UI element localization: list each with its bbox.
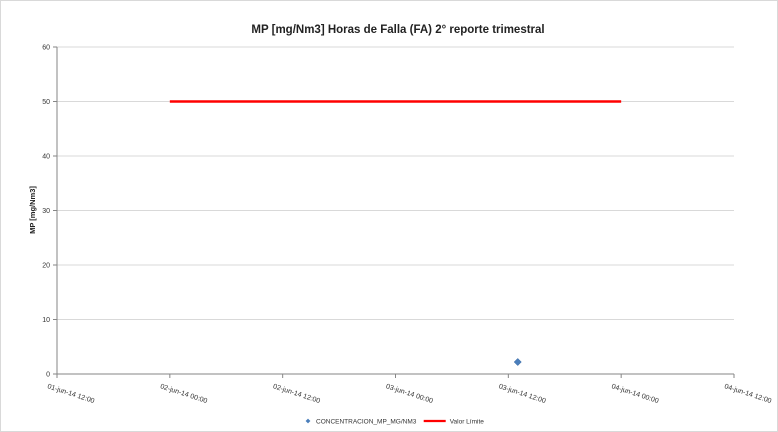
y-tick-label: 60 [42, 45, 50, 52]
data-point [513, 358, 522, 366]
y-tick-labels: 0 10 20 30 40 50 60 [42, 45, 50, 379]
y-tick-label: 20 [42, 263, 50, 270]
legend-label: Valor Límite [450, 419, 485, 426]
x-tick-label: 02-jun-14 12:00 [272, 383, 321, 405]
x-tick-label: 01-jun-14 12:00 [46, 383, 95, 405]
x-tick-label: 02-jun-14 00:00 [159, 383, 208, 405]
y-tick-label: 50 [42, 99, 50, 106]
gridlines [57, 46, 734, 320]
series [169, 100, 622, 366]
legend: CONCENTRACION_MP_MG/NM3 Valor Límite [305, 418, 485, 426]
x-tick-label: 04-jun-14 12:00 [723, 383, 772, 405]
y-tick-label: 0 [46, 372, 50, 379]
y-tick-label: 30 [42, 208, 50, 215]
axes [53, 46, 735, 378]
x-tick-label: 03-jun-14 00:00 [385, 383, 434, 405]
y-axis-label: MP [mg/Nm3] [28, 186, 37, 234]
chart-title: MP [mg/Nm3] Horas de Falla (FA) 2° repor… [251, 24, 544, 36]
y-tick-label: 40 [42, 154, 50, 161]
x-tick-label: 03-jun-14 12:00 [498, 383, 547, 405]
x-tick-labels: 01-jun-14 12:00 02-jun-14 00:00 02-jun-14 … [46, 383, 772, 405]
y-tick-label: 10 [42, 317, 50, 324]
legend-label: CONCENTRACION_MP_MG/NM3 [316, 419, 417, 426]
x-tick-label: 04-jun-14 00:00 [611, 383, 660, 405]
legend-swatch-marker [305, 418, 311, 424]
